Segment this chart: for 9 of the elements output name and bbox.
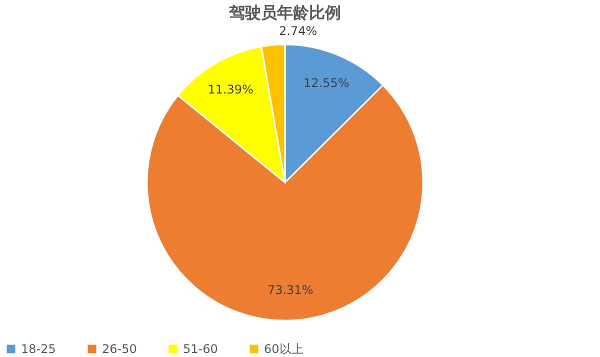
data-label: 11.39% — [208, 82, 254, 97]
data-label: 2.74% — [279, 24, 318, 38]
legend-label: 26-50 — [102, 342, 137, 356]
data-label: 73.31% — [267, 283, 314, 298]
chart-title: 驾驶员年龄比例 — [228, 3, 341, 22]
legend-label: 18-25 — [21, 342, 56, 356]
legend-label: 51-60 — [183, 342, 218, 356]
data-label: 12.55% — [303, 76, 350, 90]
legend-label: 60以上 — [264, 342, 304, 356]
